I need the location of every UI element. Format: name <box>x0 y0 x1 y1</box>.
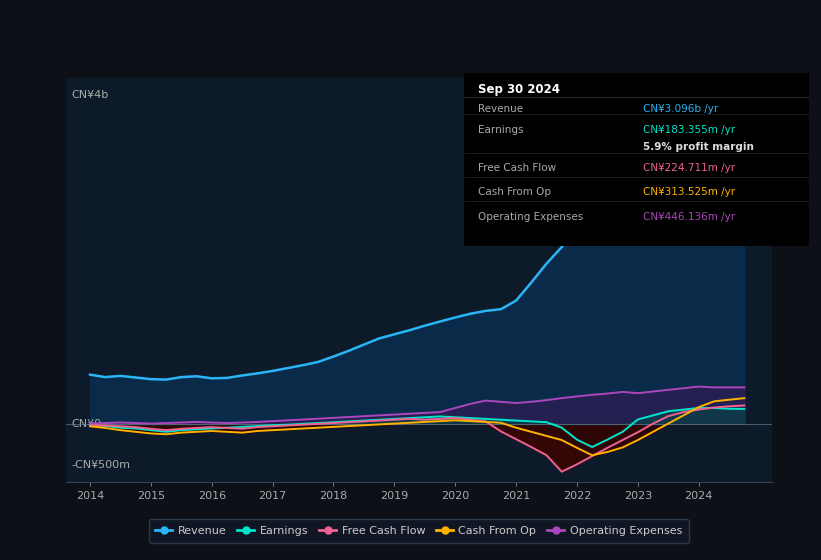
Text: CN¥4b: CN¥4b <box>71 90 109 100</box>
Text: Earnings: Earnings <box>478 125 523 135</box>
Text: CN¥224.711m /yr: CN¥224.711m /yr <box>643 163 736 173</box>
Legend: Revenue, Earnings, Free Cash Flow, Cash From Op, Operating Expenses: Revenue, Earnings, Free Cash Flow, Cash … <box>149 519 689 543</box>
Text: CN¥183.355m /yr: CN¥183.355m /yr <box>643 125 736 135</box>
Text: Sep 30 2024: Sep 30 2024 <box>478 83 560 96</box>
Text: CN¥446.136m /yr: CN¥446.136m /yr <box>643 212 736 222</box>
Text: Cash From Op: Cash From Op <box>478 188 551 197</box>
Text: Free Cash Flow: Free Cash Flow <box>478 163 556 173</box>
Text: Revenue: Revenue <box>478 104 523 114</box>
Text: Operating Expenses: Operating Expenses <box>478 212 583 222</box>
Text: -CN¥500m: -CN¥500m <box>71 460 131 470</box>
Text: CN¥0: CN¥0 <box>71 419 102 429</box>
Text: 5.9% profit margin: 5.9% profit margin <box>643 142 754 152</box>
Text: CN¥3.096b /yr: CN¥3.096b /yr <box>643 104 718 114</box>
Text: CN¥313.525m /yr: CN¥313.525m /yr <box>643 188 736 197</box>
